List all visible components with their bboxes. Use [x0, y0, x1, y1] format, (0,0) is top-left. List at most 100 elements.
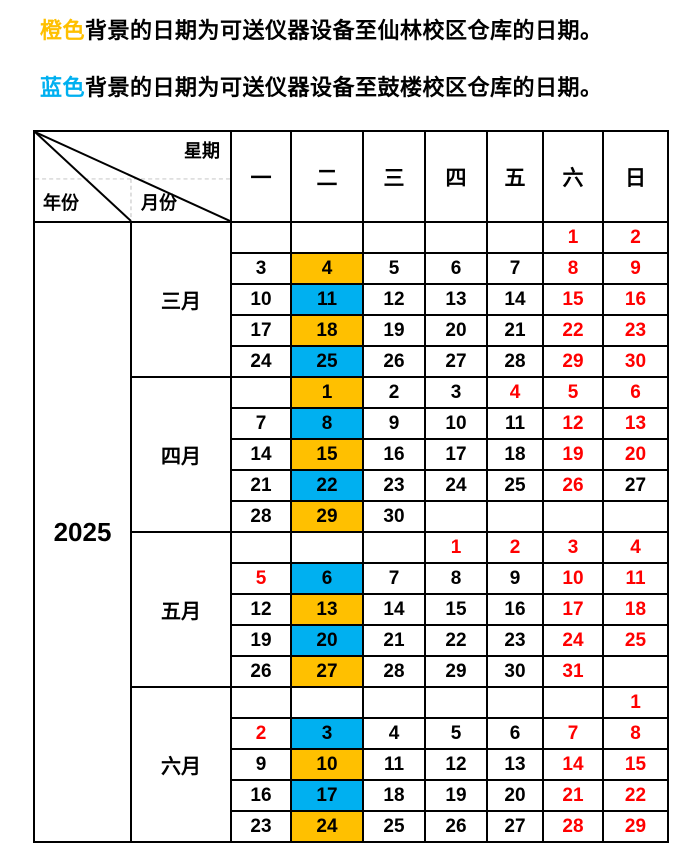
legend-blue-keyword: 蓝色: [40, 75, 86, 100]
legend-orange-keyword: 橙色: [40, 18, 86, 43]
legend-orange-text: 背景的日期为可送仪器设备至仙林校区仓库的日期。: [85, 18, 603, 43]
day-cell-may-29: 29: [424, 655, 488, 688]
day-cell-april-5: 5: [542, 376, 604, 409]
day-cell-march-9: 9: [602, 252, 669, 285]
day-cell-april-13: 13: [602, 407, 669, 440]
day-cell-may-3: 3: [542, 531, 604, 564]
day-cell-march-15: 15: [542, 283, 604, 316]
day-cell-june-26: 26: [424, 810, 488, 843]
day-cell-june-10-orange-highlight: 10: [290, 748, 364, 781]
week-row-april-5: 28 29 30: [34, 500, 669, 533]
day-cell-empty: [486, 686, 544, 719]
day-cell-june-1: 1: [602, 686, 669, 719]
day-cell-march-3: 3: [230, 252, 292, 285]
day-cell-may-6-blue-highlight: 6: [290, 562, 364, 595]
day-cell-march-8: 8: [542, 252, 604, 285]
day-cell-empty: [486, 221, 544, 254]
day-cell-may-31: 31: [542, 655, 604, 688]
day-cell-empty: [424, 500, 488, 533]
day-cell-empty: [290, 686, 364, 719]
day-cell-april-28: 28: [230, 500, 292, 533]
day-cell-may-19: 19: [230, 624, 292, 657]
weekday-header-row: 星期 年份 月份 一 二 三 四 五 六 日: [33, 130, 669, 223]
day-cell-may-30: 30: [486, 655, 544, 688]
day-cell-may-17: 17: [542, 593, 604, 626]
day-cell-april-12: 12: [542, 407, 604, 440]
day-cell-empty: [424, 686, 488, 719]
day-cell-march-5: 5: [362, 252, 426, 285]
week-row-june-5: 23 24 25 26 27 28 29: [34, 810, 669, 843]
day-cell-empty: [362, 221, 426, 254]
day-cell-may-11: 11: [602, 562, 669, 595]
day-cell-april-21: 21: [230, 469, 292, 502]
day-cell-may-28: 28: [362, 655, 426, 688]
day-cell-may-16: 16: [486, 593, 544, 626]
day-cell-may-22: 22: [424, 624, 488, 657]
day-cell-may-10: 10: [542, 562, 604, 595]
day-cell-june-5: 5: [424, 717, 488, 750]
day-cell-march-26: 26: [362, 345, 426, 378]
weekday-header-thu: 四: [424, 130, 488, 223]
day-cell-may-26: 26: [230, 655, 292, 688]
month-axis-label: 月份: [141, 193, 177, 213]
day-cell-march-27: 27: [424, 345, 488, 378]
day-cell-march-1: 1: [542, 221, 604, 254]
day-cell-may-5: 5: [230, 562, 292, 595]
day-cell-june-20: 20: [486, 779, 544, 812]
corner-header-cell: 星期 年份 月份: [33, 130, 232, 223]
day-cell-empty: [230, 221, 292, 254]
week-row-april-2: 7 8 9 10 11 12 13: [34, 407, 669, 440]
day-cell-march-18-orange-highlight: 18: [290, 314, 364, 347]
weekday-header-sun: 日: [602, 130, 669, 223]
day-cell-empty: [542, 500, 604, 533]
day-cell-march-23: 23: [602, 314, 669, 347]
week-row-march-5: 24 25 26 27 28 29 30: [34, 345, 669, 378]
day-cell-june-23: 23: [230, 810, 292, 843]
day-cell-may-18: 18: [602, 593, 669, 626]
day-cell-april-17: 17: [424, 438, 488, 471]
day-cell-march-10: 10: [230, 283, 292, 316]
week-axis-label: 星期: [184, 141, 220, 161]
day-cell-march-19: 19: [362, 314, 426, 347]
day-cell-june-16: 16: [230, 779, 292, 812]
day-cell-may-7: 7: [362, 562, 426, 595]
day-cell-april-20: 20: [602, 438, 669, 471]
day-cell-march-11-blue-highlight: 11: [290, 283, 364, 316]
day-cell-april-6: 6: [602, 376, 669, 409]
day-cell-may-8: 8: [424, 562, 488, 595]
day-cell-may-23: 23: [486, 624, 544, 657]
legend: 橙色背景的日期为可送仪器设备至仙林校区仓库的日期。 蓝色背景的日期为可送仪器设备…: [0, 0, 696, 103]
day-cell-june-24-orange-highlight: 24: [290, 810, 364, 843]
day-cell-april-30: 30: [362, 500, 426, 533]
day-cell-june-15: 15: [602, 748, 669, 781]
day-cell-march-4-orange-highlight: 4: [290, 252, 364, 285]
day-cell-june-9: 9: [230, 748, 292, 781]
day-cell-march-29: 29: [542, 345, 604, 378]
week-row-march-3: 10 11 12 13 14 15 16: [34, 283, 669, 316]
day-cell-june-19: 19: [424, 779, 488, 812]
weekday-header-wed: 三: [362, 130, 426, 223]
day-cell-april-19: 19: [542, 438, 604, 471]
week-row-may-5: 26 27 28 29 30 31: [34, 655, 669, 688]
day-cell-march-20: 20: [424, 314, 488, 347]
week-row-march-1: 20 25 三月 1 2: [33, 221, 669, 843]
day-cell-april-22-blue-highlight: 22: [290, 469, 364, 502]
day-cell-may-9: 9: [486, 562, 544, 595]
day-cell-march-17: 17: [230, 314, 292, 347]
day-cell-march-13: 13: [424, 283, 488, 316]
week-row-april-3: 14 15 16 17 18 19 20: [34, 438, 669, 471]
day-cell-march-12: 12: [362, 283, 426, 316]
day-cell-empty: [230, 376, 292, 409]
day-cell-may-20-blue-highlight: 20: [290, 624, 364, 657]
day-cell-june-4: 4: [362, 717, 426, 750]
day-cell-april-11: 11: [486, 407, 544, 440]
weekday-header-tue: 二: [290, 130, 364, 223]
day-cell-empty: [424, 221, 488, 254]
day-cell-may-24: 24: [542, 624, 604, 657]
year-axis-label: 年份: [43, 193, 79, 213]
day-cell-march-16: 16: [602, 283, 669, 316]
day-cell-march-25-blue-highlight: 25: [290, 345, 364, 378]
day-cell-may-4: 4: [602, 531, 669, 564]
month-cell-march: 三月: [130, 221, 232, 378]
day-cell-empty: [542, 686, 604, 719]
